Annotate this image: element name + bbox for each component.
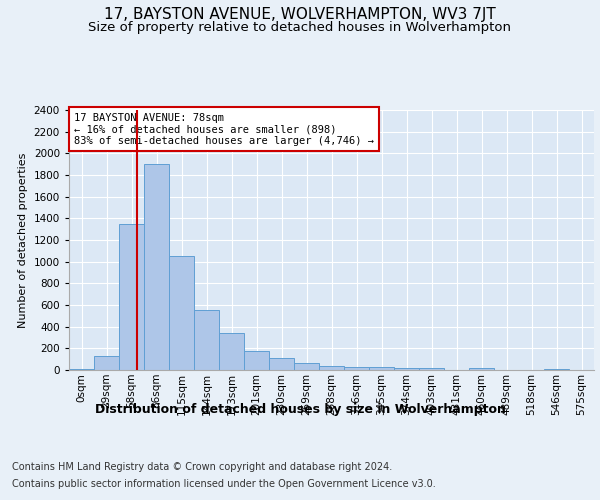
Bar: [419, 368, 444, 370]
Text: Contains public sector information licensed under the Open Government Licence v3: Contains public sector information licen…: [12, 479, 436, 489]
Text: 17 BAYSTON AVENUE: 78sqm
← 16% of detached houses are smaller (898)
83% of semi-: 17 BAYSTON AVENUE: 78sqm ← 16% of detach…: [74, 112, 374, 146]
Bar: [369, 368, 394, 370]
Text: Contains HM Land Registry data © Crown copyright and database right 2024.: Contains HM Land Registry data © Crown c…: [12, 462, 392, 472]
Bar: [469, 368, 494, 370]
Bar: [394, 368, 419, 370]
Text: 17, BAYSTON AVENUE, WOLVERHAMPTON, WV3 7JT: 17, BAYSTON AVENUE, WOLVERHAMPTON, WV3 7…: [104, 8, 496, 22]
Bar: [544, 369, 569, 370]
Bar: [344, 367, 369, 370]
Bar: [144, 164, 169, 370]
Bar: [219, 333, 244, 370]
Bar: [119, 224, 144, 370]
Bar: [269, 358, 294, 370]
Bar: [169, 256, 194, 370]
Bar: [319, 366, 344, 370]
Y-axis label: Number of detached properties: Number of detached properties: [18, 152, 28, 328]
Bar: [69, 369, 94, 370]
Bar: [294, 363, 319, 370]
Bar: [194, 310, 219, 370]
Text: Distribution of detached houses by size in Wolverhampton: Distribution of detached houses by size …: [95, 402, 505, 415]
Text: Size of property relative to detached houses in Wolverhampton: Size of property relative to detached ho…: [89, 21, 511, 34]
Bar: [94, 356, 119, 370]
Bar: [244, 351, 269, 370]
